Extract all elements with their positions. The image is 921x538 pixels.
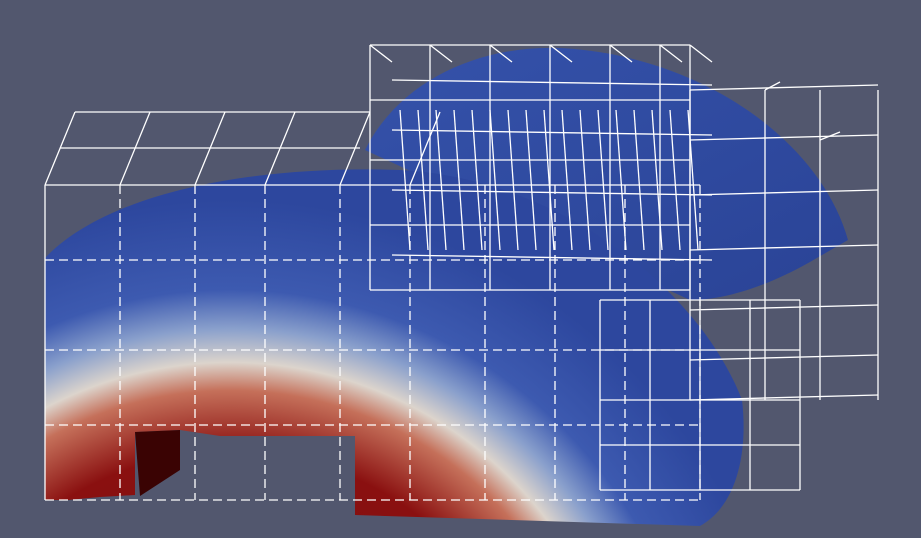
grid-line bbox=[669, 109, 681, 251]
grid-line bbox=[399, 109, 411, 251]
grid-line bbox=[507, 109, 519, 251]
grid-line bbox=[391, 254, 713, 261]
grid-line bbox=[633, 109, 645, 251]
grid-line bbox=[525, 109, 537, 251]
grid-line bbox=[409, 111, 441, 186]
grid-line bbox=[764, 81, 781, 91]
grid-line bbox=[489, 109, 501, 251]
grid-line bbox=[615, 109, 627, 251]
grid-line bbox=[689, 189, 879, 196]
grid-line bbox=[391, 129, 713, 136]
grid-line bbox=[543, 109, 555, 251]
grid-line bbox=[689, 134, 879, 141]
grid-line bbox=[689, 244, 879, 251]
grid-line bbox=[609, 44, 633, 63]
grid-line bbox=[417, 109, 429, 251]
grid-line bbox=[689, 394, 879, 401]
grid-line bbox=[651, 109, 663, 251]
grid-line bbox=[689, 354, 879, 361]
grid-line bbox=[453, 109, 465, 251]
grid-line bbox=[689, 84, 879, 91]
grid-line bbox=[369, 44, 393, 63]
notch-shadow bbox=[135, 430, 180, 496]
grid-line bbox=[819, 131, 841, 141]
grid-line bbox=[549, 44, 573, 63]
grid-line bbox=[435, 109, 447, 251]
grid-line bbox=[689, 44, 713, 63]
wireframe bbox=[44, 44, 879, 501]
field-body bbox=[45, 169, 744, 526]
grid-line bbox=[391, 189, 713, 196]
back-dome bbox=[365, 47, 848, 301]
grid-line bbox=[579, 109, 591, 251]
grid-line bbox=[689, 304, 879, 311]
grid-line bbox=[597, 109, 609, 251]
grid-line bbox=[561, 109, 573, 251]
grid-line bbox=[471, 109, 483, 251]
grid-line bbox=[489, 44, 513, 63]
grid-line bbox=[687, 109, 699, 251]
grid-line bbox=[429, 44, 453, 63]
grid-line bbox=[391, 79, 713, 86]
grid-line bbox=[659, 44, 683, 63]
